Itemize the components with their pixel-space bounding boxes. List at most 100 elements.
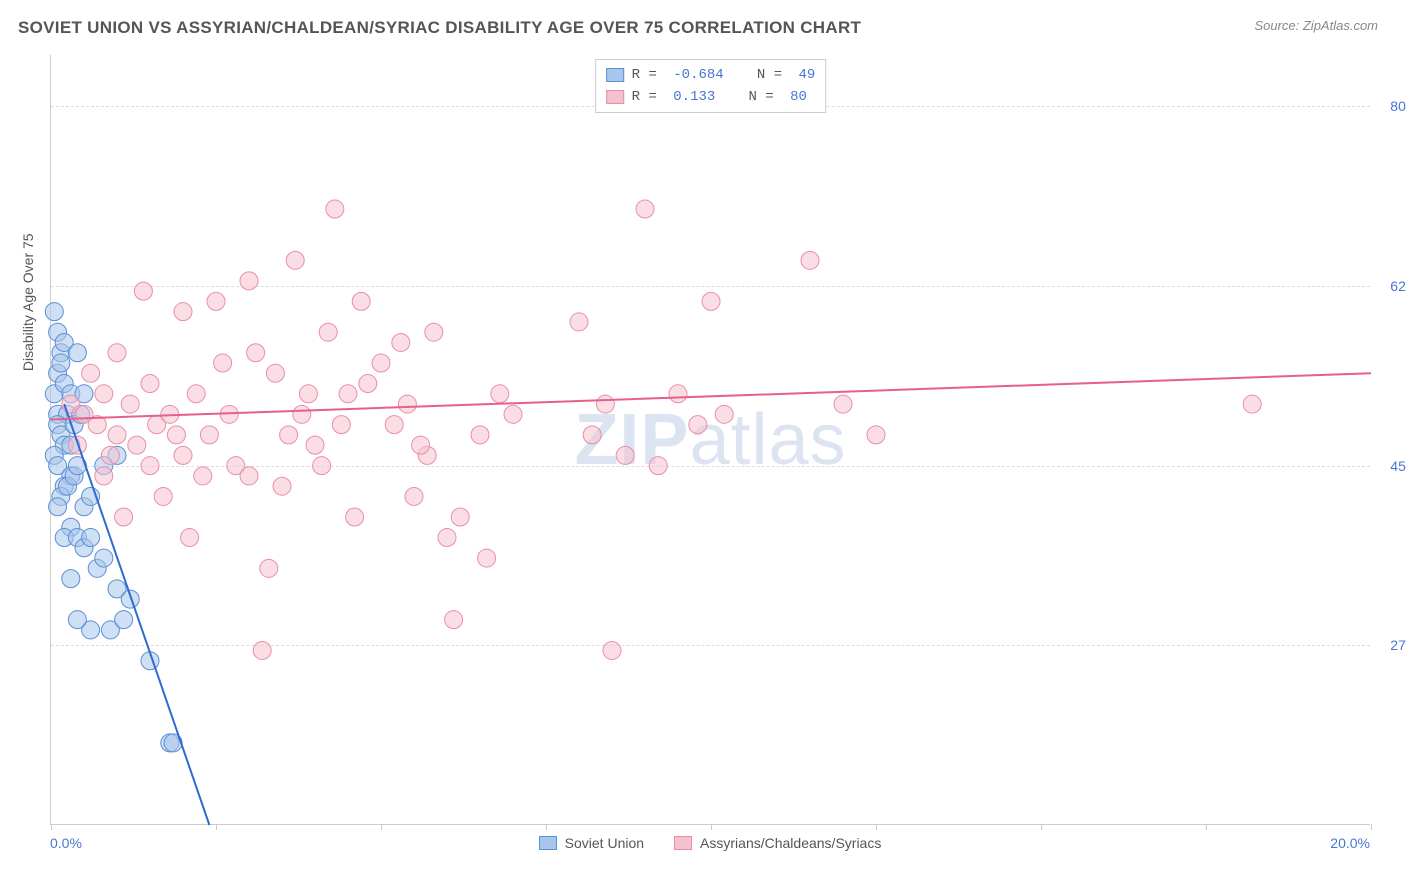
data-point-assyrian bbox=[115, 508, 133, 526]
data-point-assyrian bbox=[346, 508, 364, 526]
x-tick bbox=[1371, 824, 1372, 830]
data-point-assyrian bbox=[332, 416, 350, 434]
data-point-assyrian bbox=[445, 611, 463, 629]
data-point-assyrian bbox=[280, 426, 298, 444]
data-point-soviet bbox=[115, 611, 133, 629]
data-point-assyrian bbox=[451, 508, 469, 526]
legend-series-label: Soviet Union bbox=[565, 835, 644, 851]
y-tick-label: 62.5% bbox=[1390, 278, 1406, 294]
data-point-assyrian bbox=[392, 333, 410, 351]
data-point-assyrian bbox=[412, 436, 430, 454]
data-point-assyrian bbox=[141, 457, 159, 475]
legend-n-label: N = bbox=[723, 86, 782, 108]
data-point-assyrian bbox=[266, 364, 284, 382]
trend-line-soviet bbox=[64, 404, 209, 825]
data-point-assyrian bbox=[570, 313, 588, 331]
data-point-soviet bbox=[62, 570, 80, 588]
data-point-assyrian bbox=[405, 487, 423, 505]
data-point-soviet bbox=[95, 549, 113, 567]
data-point-soviet bbox=[45, 303, 63, 321]
data-point-assyrian bbox=[834, 395, 852, 413]
series-legend: Soviet Union Assyrians/Chaldeans/Syriacs bbox=[50, 835, 1370, 851]
data-point-assyrian bbox=[319, 323, 337, 341]
legend-n-value: 49 bbox=[799, 64, 816, 86]
data-point-assyrian bbox=[174, 446, 192, 464]
data-point-assyrian bbox=[603, 641, 621, 659]
data-point-assyrian bbox=[101, 446, 119, 464]
legend-r-label: R = bbox=[632, 86, 666, 108]
data-point-assyrian bbox=[649, 457, 667, 475]
data-point-soviet bbox=[68, 611, 86, 629]
data-point-assyrian bbox=[181, 529, 199, 547]
data-point-assyrian bbox=[108, 344, 126, 362]
data-point-assyrian bbox=[306, 436, 324, 454]
data-point-assyrian bbox=[187, 385, 205, 403]
data-point-assyrian bbox=[82, 364, 100, 382]
legend-row-soviet: R = -0.684 N = 49 bbox=[606, 64, 816, 86]
data-point-soviet bbox=[68, 344, 86, 362]
legend-item-assyrian: Assyrians/Chaldeans/Syriacs bbox=[674, 835, 881, 851]
data-point-assyrian bbox=[478, 549, 496, 567]
data-point-assyrian bbox=[200, 426, 218, 444]
data-point-assyrian bbox=[352, 292, 370, 310]
legend-swatch bbox=[674, 836, 692, 850]
data-point-assyrian bbox=[207, 292, 225, 310]
data-point-assyrian bbox=[359, 375, 377, 393]
data-point-assyrian bbox=[1243, 395, 1261, 413]
data-point-assyrian bbox=[313, 457, 331, 475]
data-point-assyrian bbox=[504, 405, 522, 423]
data-point-assyrian bbox=[398, 395, 416, 413]
data-point-assyrian bbox=[385, 416, 403, 434]
data-point-assyrian bbox=[286, 251, 304, 269]
data-point-assyrian bbox=[326, 200, 344, 218]
data-point-assyrian bbox=[339, 385, 357, 403]
legend-n-label: N = bbox=[732, 64, 791, 86]
x-tick bbox=[876, 824, 877, 830]
data-point-assyrian bbox=[425, 323, 443, 341]
data-point-assyrian bbox=[240, 272, 258, 290]
chart-title: SOVIET UNION VS ASSYRIAN/CHALDEAN/SYRIAC… bbox=[18, 18, 861, 38]
data-point-assyrian bbox=[214, 354, 232, 372]
data-point-assyrian bbox=[273, 477, 291, 495]
data-point-assyrian bbox=[174, 303, 192, 321]
legend-n-value: 80 bbox=[790, 86, 807, 108]
data-point-assyrian bbox=[438, 529, 456, 547]
data-point-assyrian bbox=[689, 416, 707, 434]
data-point-assyrian bbox=[596, 395, 614, 413]
data-point-assyrian bbox=[240, 467, 258, 485]
source-attribution: Source: ZipAtlas.com bbox=[1254, 18, 1378, 33]
data-point-assyrian bbox=[154, 487, 172, 505]
legend-r-value: -0.684 bbox=[673, 64, 723, 86]
y-tick-label: 80.0% bbox=[1390, 98, 1406, 114]
legend-item-soviet: Soviet Union bbox=[539, 835, 644, 851]
data-point-assyrian bbox=[583, 426, 601, 444]
legend-r-value: 0.133 bbox=[673, 86, 715, 108]
data-point-assyrian bbox=[471, 426, 489, 444]
x-tick bbox=[381, 824, 382, 830]
data-point-assyrian bbox=[108, 426, 126, 444]
data-point-soviet bbox=[49, 498, 67, 516]
legend-swatch bbox=[539, 836, 557, 850]
x-tick bbox=[1206, 824, 1207, 830]
data-point-assyrian bbox=[167, 426, 185, 444]
scatter-plot-svg bbox=[51, 55, 1370, 824]
correlation-legend: R = -0.684 N = 49R = 0.133 N = 80 bbox=[595, 59, 827, 113]
legend-swatch bbox=[606, 90, 624, 104]
data-point-assyrian bbox=[247, 344, 265, 362]
data-point-assyrian bbox=[372, 354, 390, 372]
trend-line-assyrian bbox=[51, 373, 1371, 419]
data-point-assyrian bbox=[121, 395, 139, 413]
data-point-assyrian bbox=[194, 467, 212, 485]
x-tick bbox=[216, 824, 217, 830]
data-point-assyrian bbox=[636, 200, 654, 218]
legend-swatch bbox=[606, 68, 624, 82]
x-tick bbox=[51, 824, 52, 830]
data-point-assyrian bbox=[867, 426, 885, 444]
data-point-assyrian bbox=[253, 641, 271, 659]
data-point-assyrian bbox=[616, 446, 634, 464]
data-point-assyrian bbox=[491, 385, 509, 403]
y-axis-title: Disability Age Over 75 bbox=[20, 233, 36, 371]
chart-plot-area: ZIPatlas 80.0%62.5%45.0%27.5% R = -0.684… bbox=[50, 55, 1370, 825]
data-point-assyrian bbox=[141, 375, 159, 393]
data-point-assyrian bbox=[801, 251, 819, 269]
